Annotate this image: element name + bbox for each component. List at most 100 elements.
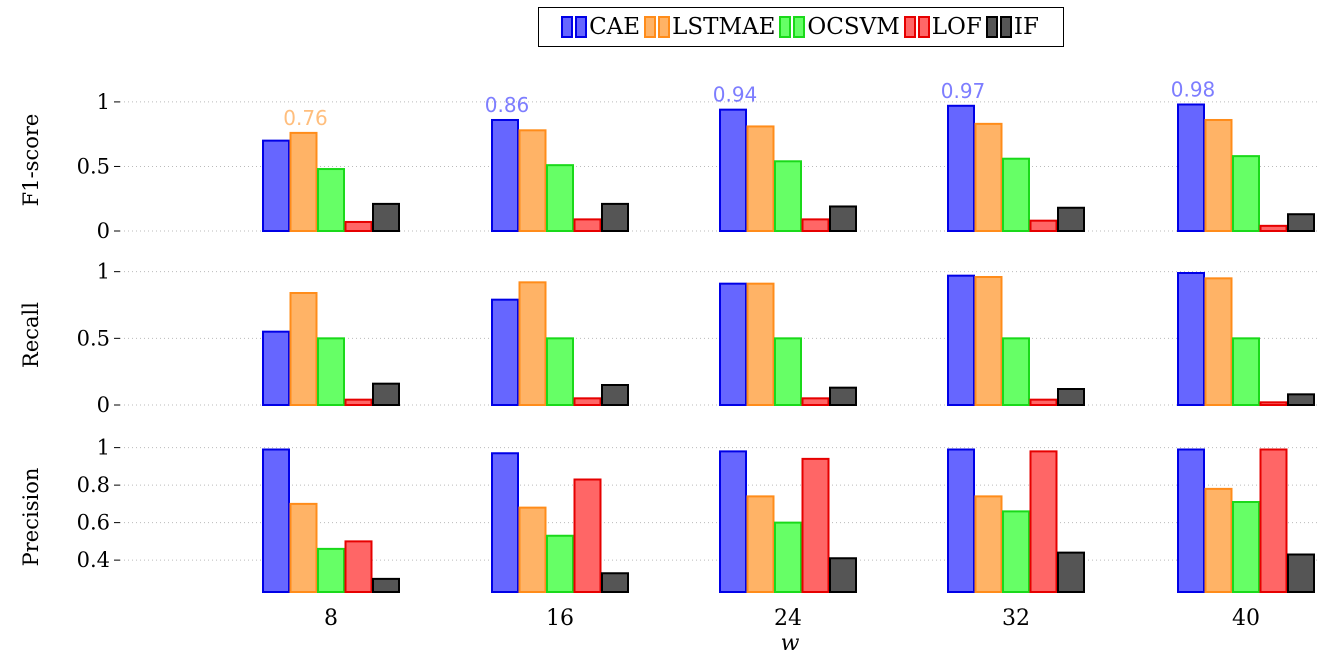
bar-ocsvm-24 [774,521,802,593]
bar-lstmae-32 [974,122,1003,232]
bar-lof-8 [344,398,373,406]
bar-lof-24 [801,397,830,407]
bar-if-16 [601,384,629,406]
bar-if-32 [1057,388,1085,406]
bar-lstmae-24 [746,125,775,232]
legend-label: LOF [931,14,982,40]
bar-if-32 [1057,551,1085,593]
bar-cae-24 [719,108,747,232]
bar-lstmae-16 [518,506,547,593]
bar-ocsvm-8 [317,547,345,593]
bar-lstmae-40 [1204,487,1233,593]
bar-cae-8 [262,448,290,593]
bar-lof-8 [344,220,373,233]
legend-label: CAE [589,14,641,40]
data-label: 0.76 [283,106,328,130]
legend-swatch [793,16,806,38]
data-label: 0.97 [941,79,986,103]
bar-lof-32 [1029,398,1058,406]
chart-legend: CAE LSTMAE OCSVM LOF IF [538,7,1064,47]
y-tick-label: 0.8 [77,473,110,497]
legend-label: OCSVM [807,14,900,40]
bar-ocsvm-8 [317,168,345,232]
bar-lstmae-40 [1204,118,1233,232]
legend-swatch [917,16,930,38]
y-tick-label: 0 [97,393,110,417]
bar-if-40 [1287,393,1315,407]
y-tick-label: 0 [97,219,110,243]
data-label: 0.86 [485,93,530,117]
bar-lof-40 [1259,224,1288,233]
bar-ocsvm-32 [1002,337,1030,407]
x-tick-label: 40 [1232,606,1260,631]
bar-lstmae-8 [289,131,318,233]
legend-swatch [644,16,657,38]
bar-ocsvm-24 [774,160,802,232]
bar-if-24 [829,386,857,406]
bar-ocsvm-32 [1002,510,1030,593]
bar-ocsvm-40 [1232,337,1260,407]
bar-lof-40 [1259,448,1288,593]
bar-cae-16 [491,452,519,593]
legend-swatch [985,16,998,38]
bar-cae-32 [947,104,975,232]
bar-lof-16 [573,397,602,407]
bar-if-8 [372,382,400,406]
bar-cae-40 [1177,448,1205,593]
bar-lof-32 [1029,450,1058,593]
panel-f1-score: 0 0.5 1 F1-score 0.76 0.86 0.94 0.97 0.98 [19,77,1320,243]
bar-ocsvm-16 [546,337,574,407]
x-tick-label: 16 [546,606,574,631]
bar-cae-24 [719,282,747,406]
bar-cae-16 [491,298,519,406]
legend-item-if: IF [985,14,1041,40]
bar-ocsvm-32 [1002,157,1030,232]
bar-ocsvm-40 [1232,501,1260,593]
data-label: 0.98 [1171,77,1216,101]
bar-lof-24 [801,218,830,233]
legend-swatch [561,16,574,38]
bar-lof-8 [344,540,373,593]
bar-ocsvm-8 [317,337,345,407]
legend-item-lstmae: LSTMAE [644,14,777,40]
legend-swatch [903,16,916,38]
bar-lof-32 [1029,219,1058,233]
bar-ocsvm-16 [546,164,574,232]
bar-cae-32 [947,274,975,406]
y-tick-label: 0.5 [77,326,110,350]
y-axis-label: Precision [19,468,43,567]
y-tick-label: 1 [97,90,110,114]
data-label: 0.94 [713,83,758,107]
bar-lof-16 [573,218,602,233]
bar-cae-16 [491,118,519,232]
legend-swatch [575,16,588,38]
bar-if-8 [372,577,400,593]
bar-if-32 [1057,206,1085,233]
legend-item-lof: LOF [903,14,984,40]
bar-lstmae-32 [974,276,1003,406]
y-tick-label: 0.5 [77,154,110,178]
bar-if-40 [1287,213,1315,233]
y-tick-label: 1 [97,436,110,460]
legend-label: LSTMAE [672,14,776,40]
bar-if-16 [601,202,629,233]
bar-lstmae-32 [974,495,1003,593]
y-tick-label: 0.6 [77,511,110,535]
bar-ocsvm-24 [774,337,802,407]
bar-cae-24 [719,450,747,593]
bar-lstmae-16 [518,129,547,233]
legend-item-ocsvm: OCSVM [779,14,901,40]
panel-recall: 0 0.5 1 Recall [19,260,1320,417]
bar-lof-16 [573,478,602,593]
bar-ocsvm-16 [546,534,574,593]
legend-swatch [999,16,1012,38]
chart-panels: 0 0.5 1 F1-score 0.76 0.86 0.94 0.97 0.98 0 0.5 1 Re… [19,77,1320,593]
panel-precision: 0.4 0.6 0.8 1 Precision [19,436,1320,593]
bar-lstmae-16 [518,281,547,407]
bar-lstmae-40 [1204,277,1233,407]
bar-cae-40 [1177,103,1205,232]
bar-lstmae-24 [746,282,775,406]
bar-cae-8 [262,330,290,406]
legend-swatch [658,16,671,38]
